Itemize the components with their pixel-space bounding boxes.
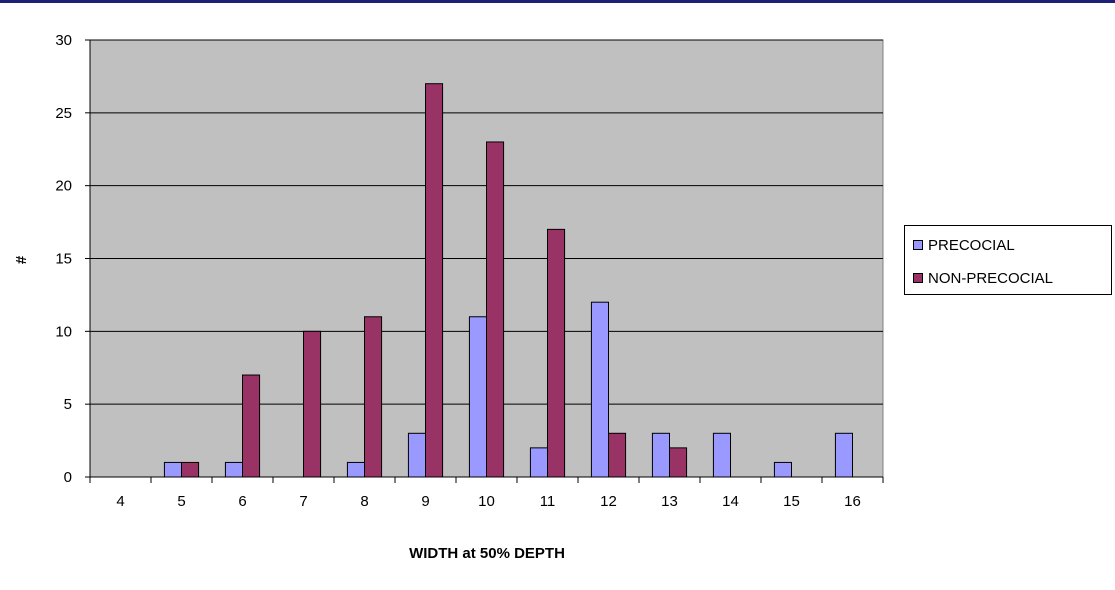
x-tick-label: 14: [722, 493, 739, 510]
x-tick-label: 12: [600, 493, 617, 510]
legend-swatch-non-precocial: [913, 273, 923, 283]
bar-non-precocial-11: [547, 228, 566, 478]
x-tick-label: 5: [177, 493, 185, 510]
bar-precocial-13: [651, 432, 670, 478]
bar-non-precocial-6: [242, 374, 261, 478]
y-tick-label: 25: [55, 105, 72, 122]
bar-precocial-8: [346, 461, 366, 478]
x-tick-label: 10: [478, 493, 495, 510]
legend-label-non-precocial: NON-PRECOCIAL: [928, 269, 1054, 287]
bar-precocial-10: [468, 316, 488, 478]
y-tick-label: 5: [64, 396, 72, 413]
legend-label-precocial: PRECOCIAL: [928, 236, 1015, 254]
bar-precocial-16: [834, 432, 853, 478]
x-tick-label: 16: [844, 493, 861, 510]
bar-precocial-14: [712, 432, 731, 478]
bar-non-precocial-10: [486, 141, 505, 478]
y-tick-label: 0: [64, 469, 72, 486]
x-tick-label: 13: [661, 493, 678, 510]
legend-item-precocial: PRECOCIAL: [913, 235, 1015, 255]
x-tick-label: 7: [299, 493, 307, 510]
bar-non-precocial-9: [425, 83, 444, 478]
x-tick-label: 8: [360, 493, 368, 510]
y-axis-title: #: [13, 255, 30, 264]
x-tick-label: 11: [540, 493, 556, 510]
y-tick-label: 10: [55, 323, 72, 340]
bar-precocial-9: [407, 432, 427, 478]
top-border: [0, 0, 1115, 3]
legend-swatch-precocial: [913, 240, 923, 250]
x-tick-label: 9: [421, 493, 429, 510]
bar-non-precocial-13: [669, 447, 688, 478]
bar-non-precocial-12: [608, 432, 627, 478]
bar-precocial-11: [529, 447, 548, 478]
bar-precocial-5: [163, 461, 182, 478]
bar-precocial-6: [224, 461, 243, 478]
y-tick-label: 20: [55, 178, 72, 195]
bar-non-precocial-8: [364, 316, 383, 478]
bar-non-precocial-5: [181, 461, 200, 478]
bar-precocial-12: [590, 301, 609, 478]
x-tick-label: 15: [783, 493, 800, 510]
bar-precocial-15: [773, 461, 792, 478]
y-tick-label: 30: [55, 32, 72, 49]
legend: PRECOCIAL NON-PRECOCIAL: [904, 225, 1112, 295]
x-tick-label: 4: [116, 493, 124, 510]
legend-item-non-precocial: NON-PRECOCIAL: [913, 268, 1053, 288]
bar-non-precocial-7: [303, 330, 322, 478]
x-tick-label: 6: [238, 493, 246, 510]
y-tick-label: 15: [55, 251, 72, 268]
x-axis-title: WIDTH at 50% DEPTH: [409, 545, 565, 562]
